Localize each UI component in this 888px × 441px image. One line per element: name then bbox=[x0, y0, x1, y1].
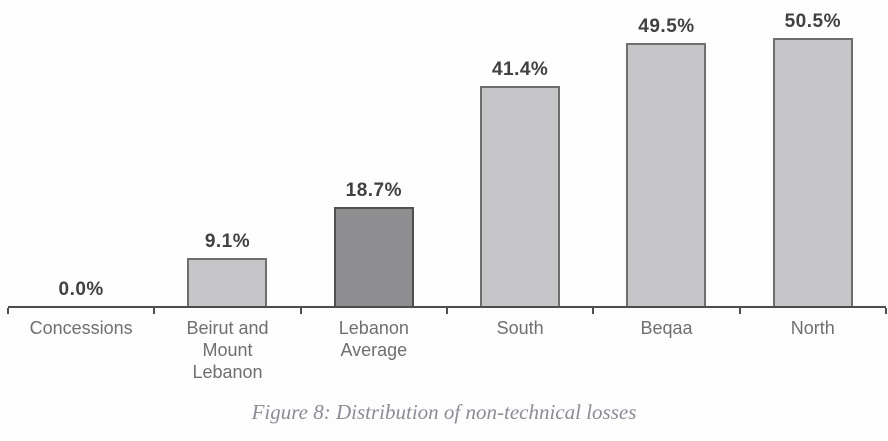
category-label: South bbox=[496, 318, 544, 338]
bar-beirut-and bbox=[187, 258, 268, 306]
bar-south bbox=[480, 86, 561, 306]
category-label: North bbox=[790, 318, 835, 338]
category-label: Concessions bbox=[29, 318, 133, 338]
category-label: Beqaa bbox=[640, 318, 693, 338]
bar-column: 41.4% bbox=[447, 59, 593, 306]
bar-column: 49.5% bbox=[593, 16, 739, 306]
bar-column: 50.5% bbox=[740, 11, 886, 306]
axis-tick bbox=[153, 308, 156, 314]
bar-value-label: 50.5% bbox=[784, 11, 841, 32]
axis-tick bbox=[592, 308, 595, 314]
bar-beqaa bbox=[626, 43, 707, 306]
category-label: Beirut and Mount Lebanon bbox=[186, 318, 269, 382]
bar-value-label: 41.4% bbox=[491, 59, 549, 80]
bar-north bbox=[772, 38, 853, 306]
bar-value-label: 9.1% bbox=[204, 231, 251, 252]
bar-value-label: 18.7% bbox=[345, 180, 402, 201]
bar-column: 0.0% bbox=[8, 279, 154, 306]
bar-column: 18.7% bbox=[301, 180, 447, 306]
axis-tick bbox=[299, 308, 302, 314]
axis-tick bbox=[446, 308, 448, 314]
category-label: Lebanon Average bbox=[338, 318, 409, 360]
bar-value-label: 49.5% bbox=[638, 16, 695, 37]
figure-caption: Figure 8: Distribution of non-technical … bbox=[251, 400, 637, 424]
axis-tick bbox=[7, 308, 9, 314]
axis-tick bbox=[885, 308, 887, 314]
axis-tick bbox=[738, 308, 741, 314]
x-axis-labels: Concessions Beirut and Mount Lebanon Leban… bbox=[8, 317, 886, 383]
bar-column: 9.1% bbox=[154, 231, 300, 306]
bar-chart: 0.0% 9.1% 18.7% 41.4% 49.5% 50.5% Concessions… bbox=[7, 0, 887, 383]
bar-value-label: 0.0% bbox=[58, 279, 104, 300]
bar-lebanon bbox=[333, 207, 414, 306]
chart-plot: 0.0% 9.1% 18.7% 41.4% 49.5% 50.5% bbox=[7, 0, 887, 314]
